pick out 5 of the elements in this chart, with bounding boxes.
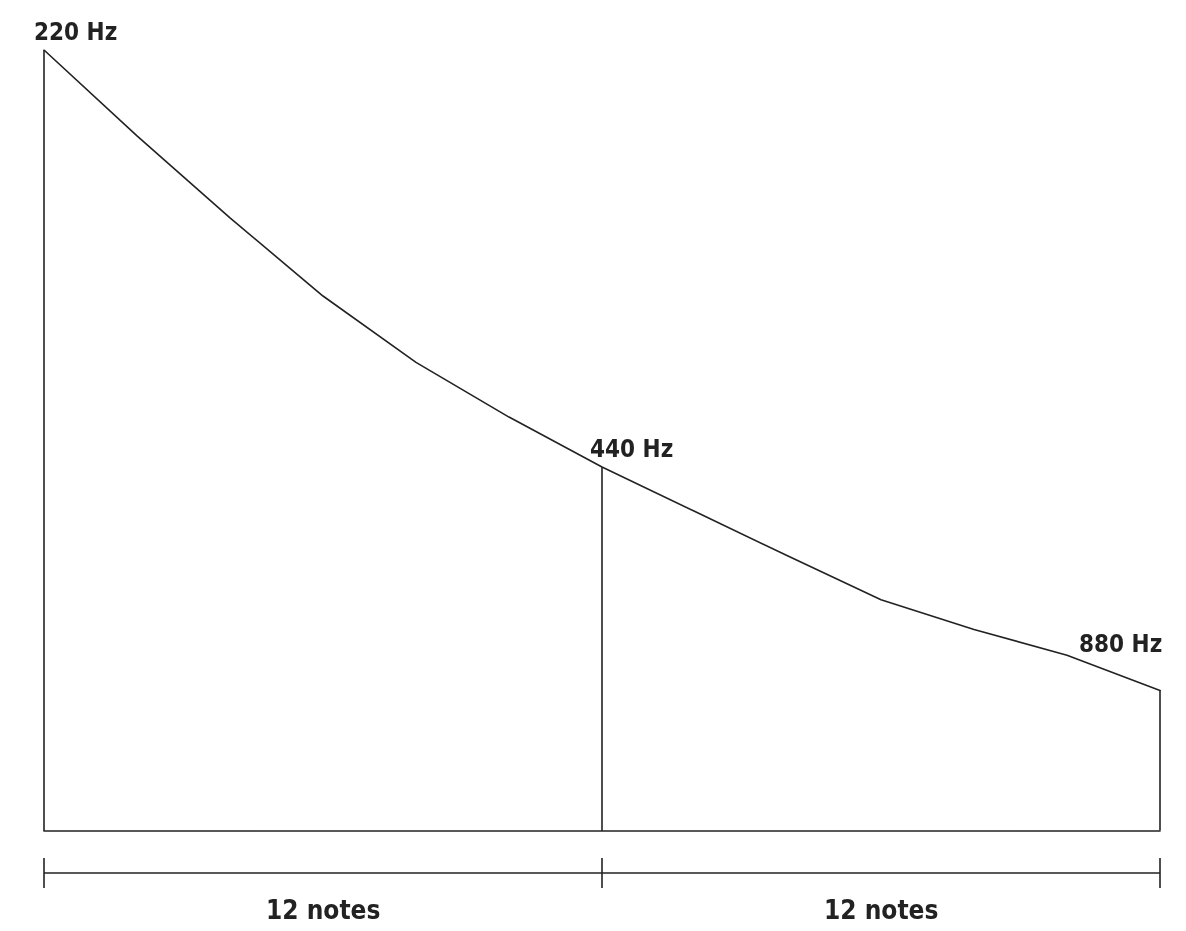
text: 220 Hz <box>34 18 118 46</box>
text: 12 notes <box>266 895 381 925</box>
annotation: 880 Hz <box>1079 630 1163 659</box>
text: 12 notes <box>824 895 939 925</box>
annotation: 440 Hz <box>590 435 674 464</box>
